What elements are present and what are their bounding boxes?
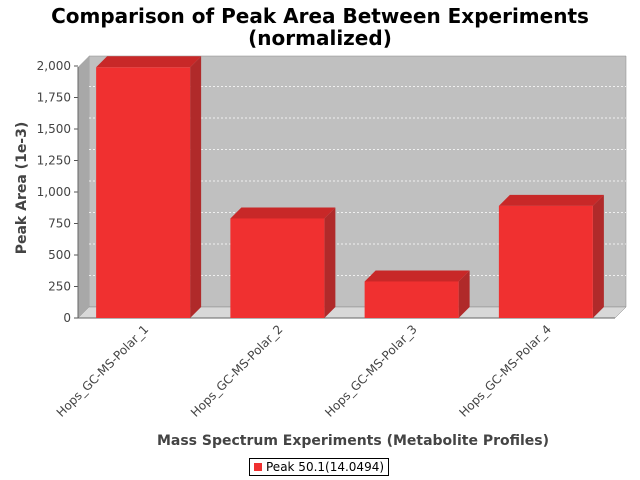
bar — [498, 205, 593, 318]
y-tick-label: 2,000 — [37, 59, 71, 73]
y-tick-label: 750 — [48, 217, 71, 231]
y-axis-label: Peak Area (1e-3) — [14, 122, 30, 255]
bar-side — [324, 207, 336, 318]
bar — [230, 218, 325, 318]
x-tick-label: Hops_GC-MS-Polar_1 — [54, 322, 152, 420]
chart-title-line-1: Comparison of Peak Area Between Experime… — [51, 4, 589, 28]
x-tick-label: Hops_GC-MS-Polar_3 — [322, 322, 420, 420]
y-tick-label: 0 — [63, 311, 71, 325]
bar-top — [230, 207, 336, 219]
bar-side — [190, 56, 202, 318]
x-tick-label: Hops_GC-MS-Polar_2 — [188, 322, 286, 420]
bar-top — [498, 194, 604, 206]
bar-side — [592, 194, 604, 318]
legend-swatch — [254, 463, 262, 471]
y-tick-label: 250 — [48, 280, 71, 294]
bar-top — [96, 56, 202, 68]
chart-title-line-2: (normalized) — [248, 26, 392, 50]
bar-top — [364, 270, 470, 282]
y-tick-label: 1,750 — [37, 91, 71, 105]
x-axis-label: Mass Spectrum Experiments (Metabolite Pr… — [157, 433, 549, 449]
x-tick-label: Hops_GC-MS-Polar_4 — [456, 322, 554, 420]
y-tick-label: 1,000 — [37, 185, 71, 199]
plot-left-wall — [78, 56, 89, 318]
bar-side — [458, 270, 470, 318]
bar — [96, 67, 191, 318]
legend-label: Peak 50.1(14.0494) — [266, 460, 385, 474]
y-tick-label: 1,250 — [37, 154, 71, 168]
y-tick-label: 1,500 — [37, 122, 71, 136]
y-tick-label: 500 — [48, 248, 71, 262]
bar — [364, 281, 459, 318]
legend: Peak 50.1(14.0494) — [249, 458, 390, 476]
